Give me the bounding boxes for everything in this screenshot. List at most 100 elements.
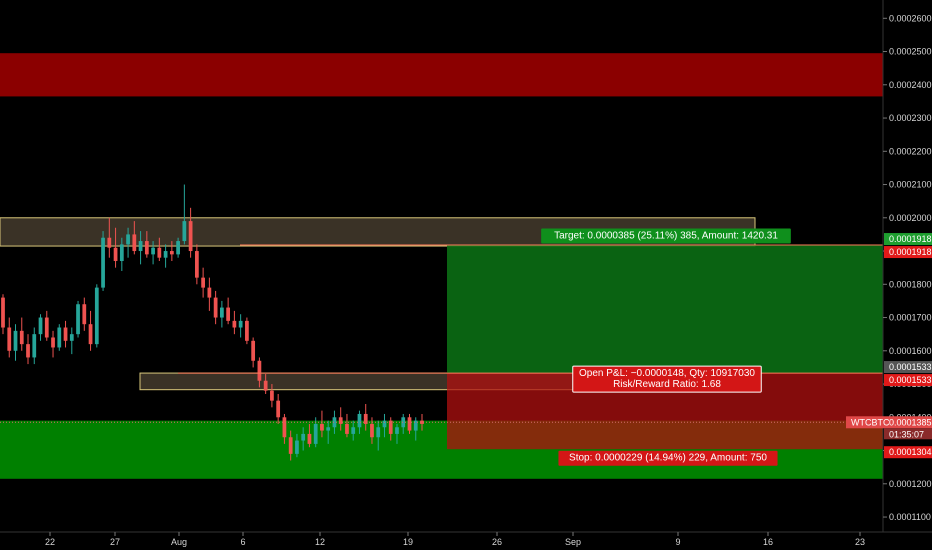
candle-body xyxy=(182,221,187,242)
candle-body xyxy=(194,251,199,278)
stop-label: Stop: 0.0000229 (14.94%) 229, Amount: 75… xyxy=(558,450,778,466)
candle-body xyxy=(82,304,87,325)
candle-body xyxy=(376,427,381,438)
candle-body xyxy=(282,417,287,438)
price-tick-label: 0.0002600 xyxy=(889,13,932,23)
candle-body xyxy=(51,337,55,348)
stop-label-text: Stop: 0.0000229 (14.94%) 229, Amount: 75… xyxy=(569,453,767,464)
candle-body xyxy=(94,287,99,345)
candle-body xyxy=(176,241,180,255)
position-profit-area[interactable] xyxy=(447,245,883,374)
time-axis[interactable]: 22 27 Aug 6 12 19 26 Sep 9 16 23 xyxy=(0,531,932,547)
candle-body xyxy=(326,427,331,431)
candle-body xyxy=(301,433,306,441)
pnl-label-text: Risk/Reward Ratio: 1.68 xyxy=(613,379,721,390)
price-badge-label: 0.0001918 xyxy=(889,234,932,244)
price-badge xyxy=(884,446,932,459)
candle-body xyxy=(63,327,68,341)
candle-body xyxy=(401,417,406,428)
candle-body xyxy=(332,417,337,428)
price-badge xyxy=(884,246,932,259)
candle-body xyxy=(188,221,193,252)
price-badge-label: 0.0001533 xyxy=(889,362,932,372)
candle-body xyxy=(363,413,368,424)
price-tick-label: 0.0002100 xyxy=(889,180,932,190)
price-tick-label: 0.0001700 xyxy=(889,313,932,323)
candle-body xyxy=(213,297,218,318)
price-tick-label: 0.0001600 xyxy=(889,346,932,356)
lines-layer xyxy=(0,244,883,423)
candle-body xyxy=(232,320,237,328)
candle-body xyxy=(251,340,256,361)
time-tick-label: 26 xyxy=(492,537,502,547)
candle-body xyxy=(1,297,5,328)
candle-body xyxy=(144,241,149,255)
price-badge-label: 0.0001918 xyxy=(889,247,932,257)
price-badge-label: 0.0001304 xyxy=(889,447,932,457)
candle-body xyxy=(88,324,93,345)
candle-body xyxy=(238,320,243,328)
candle-body xyxy=(57,327,62,348)
candle-body xyxy=(307,433,312,444)
candle-body xyxy=(288,437,293,454)
candle-body xyxy=(270,390,274,401)
price-badge xyxy=(884,361,932,374)
candle-body xyxy=(76,304,80,335)
price-badge xyxy=(884,233,932,246)
position-labels: Target: 0.0000385 (25.11%) 385, Amount: … xyxy=(541,228,791,466)
candle-body xyxy=(38,317,43,335)
price-tick-label: 0.0001800 xyxy=(889,279,932,289)
candle-body xyxy=(388,420,393,434)
candle-body xyxy=(126,234,130,245)
candle-body xyxy=(163,251,168,258)
candle-body xyxy=(138,241,143,252)
candle-body xyxy=(44,317,49,338)
candles-layer xyxy=(1,184,424,461)
candle-body xyxy=(32,334,37,358)
price-tick-label: 0.0001200 xyxy=(889,479,932,489)
candle-body xyxy=(345,423,349,434)
price-tick-label: 0.0002400 xyxy=(889,80,932,90)
candle-body xyxy=(157,247,162,258)
candle-body xyxy=(119,244,124,262)
stop-label-box xyxy=(558,450,778,466)
pnl-label-text: Open P&L: −0.0000148, Qty: 10917030 xyxy=(579,368,755,379)
candle-body xyxy=(7,327,12,351)
time-tick-label: 12 xyxy=(315,537,325,547)
price-axis[interactable]: 0.0002600 0.0002500 0.0002400 0.0002300 0.00… xyxy=(846,0,932,532)
candle-body xyxy=(295,440,299,454)
countdown-badge xyxy=(884,428,932,440)
resistance-zone-top xyxy=(0,53,883,97)
time-tick-label: Aug xyxy=(171,537,187,547)
candle-body xyxy=(382,420,387,428)
price-badge-label: 0.0001533 xyxy=(889,375,932,385)
candle-body xyxy=(207,287,212,298)
candle-body xyxy=(245,320,249,341)
candle-body xyxy=(313,423,318,444)
countdown-label: 01:35:07 xyxy=(889,429,924,439)
time-tick-label: 19 xyxy=(403,537,413,547)
time-tick-label: 23 xyxy=(855,537,865,547)
candle-body xyxy=(132,234,137,252)
price-tick-label: 0.0001100 xyxy=(889,512,931,522)
position-tool[interactable] xyxy=(447,245,883,450)
candle-body xyxy=(169,251,174,255)
candle-body xyxy=(101,237,105,288)
time-tick-label: 16 xyxy=(763,537,773,547)
last-price-label: 0.0001385 xyxy=(889,417,932,427)
candle-body xyxy=(351,427,356,434)
candle-body xyxy=(113,247,118,262)
candle-body xyxy=(26,344,30,358)
candle-body xyxy=(201,277,205,288)
time-tick-label: Sep xyxy=(565,537,581,547)
time-tick-label: 9 xyxy=(675,537,680,547)
candle-body xyxy=(320,423,324,431)
candle-body xyxy=(420,420,424,424)
candle-body xyxy=(370,423,374,438)
candle-body xyxy=(276,400,281,418)
time-tick-label: 6 xyxy=(240,537,245,547)
candle-body xyxy=(413,420,418,431)
target-label: Target: 0.0000385 (25.11%) 385, Amount: … xyxy=(541,228,791,244)
symbol-label: WTCBTC xyxy=(851,417,890,427)
